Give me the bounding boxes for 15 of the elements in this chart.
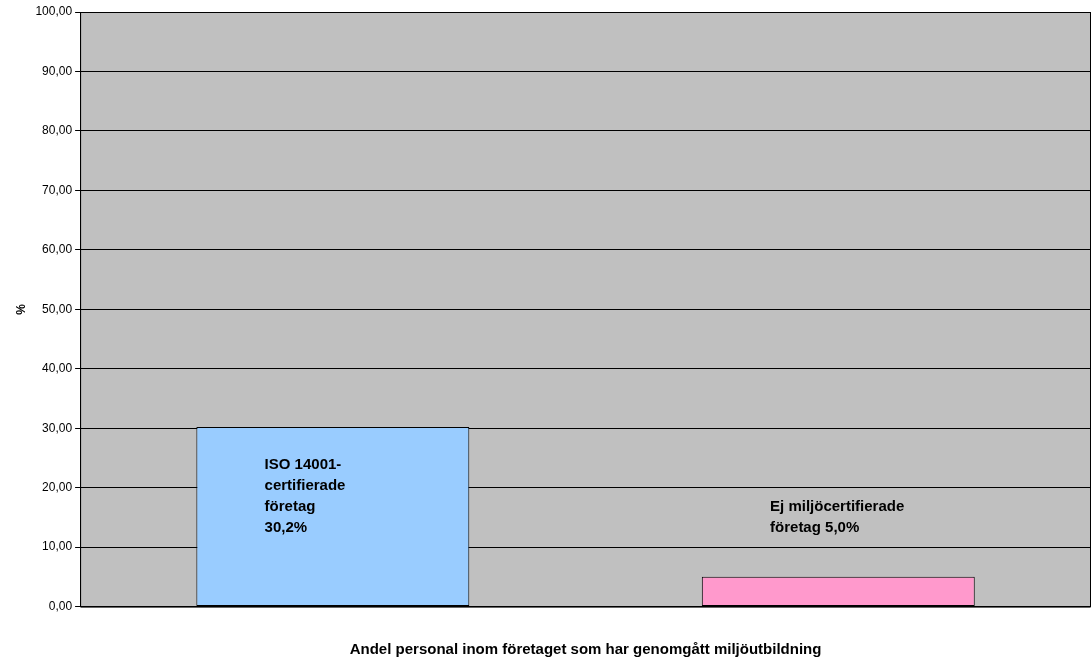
- y-tick-label: 60,00: [42, 242, 73, 257]
- y-tick-label: 40,00: [42, 361, 73, 376]
- y-axis-title: %: [13, 303, 28, 315]
- x-axis-title: Andel personal inom företaget som har genomgått miljöutbildning: [349, 640, 822, 658]
- y-tick-label: 100,00: [35, 4, 73, 19]
- y-tick-label: 70,00: [42, 182, 73, 197]
- data-label: ISO 14001- certifierade företag 30,2%: [264, 454, 346, 535]
- y-tick-label: 50,00: [42, 301, 73, 316]
- y-tick-label: 80,00: [42, 123, 73, 138]
- y-tick-label: 10,00: [42, 539, 73, 554]
- y-tick-label: 90,00: [42, 63, 73, 78]
- data-label: Ej miljöcertifierade företag 5,0%: [770, 496, 905, 535]
- y-tick-label: 0,00: [48, 598, 73, 613]
- y-tick-label: 20,00: [42, 479, 73, 494]
- y-tick-label: 30,00: [42, 420, 73, 435]
